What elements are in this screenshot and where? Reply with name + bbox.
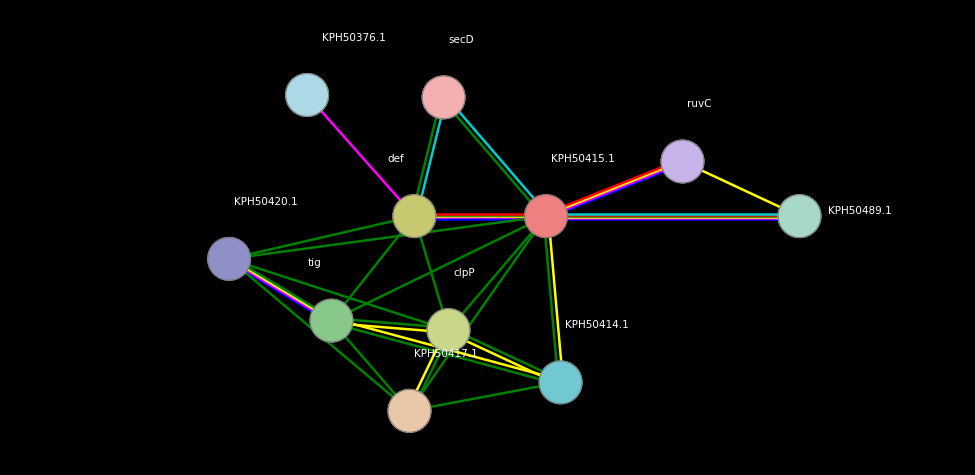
Text: KPH50417.1: KPH50417.1 [414,349,478,359]
Text: KPH50414.1: KPH50414.1 [566,320,629,330]
Text: KPH50376.1: KPH50376.1 [322,33,385,43]
Circle shape [208,238,251,280]
Text: KPH50420.1: KPH50420.1 [234,197,297,207]
Text: secD: secD [448,35,474,45]
Circle shape [539,361,582,404]
Text: tig: tig [308,258,322,268]
Circle shape [422,76,465,119]
Circle shape [286,74,329,116]
Text: ruvC: ruvC [687,99,712,109]
Circle shape [525,195,567,238]
Circle shape [427,309,470,352]
Text: def: def [388,154,405,164]
Circle shape [661,140,704,183]
Circle shape [778,195,821,238]
Text: clpP: clpP [453,268,475,278]
Circle shape [310,299,353,342]
Circle shape [393,195,436,238]
Circle shape [388,390,431,432]
Text: KPH50415.1: KPH50415.1 [551,154,614,164]
Text: KPH50489.1: KPH50489.1 [828,206,892,216]
